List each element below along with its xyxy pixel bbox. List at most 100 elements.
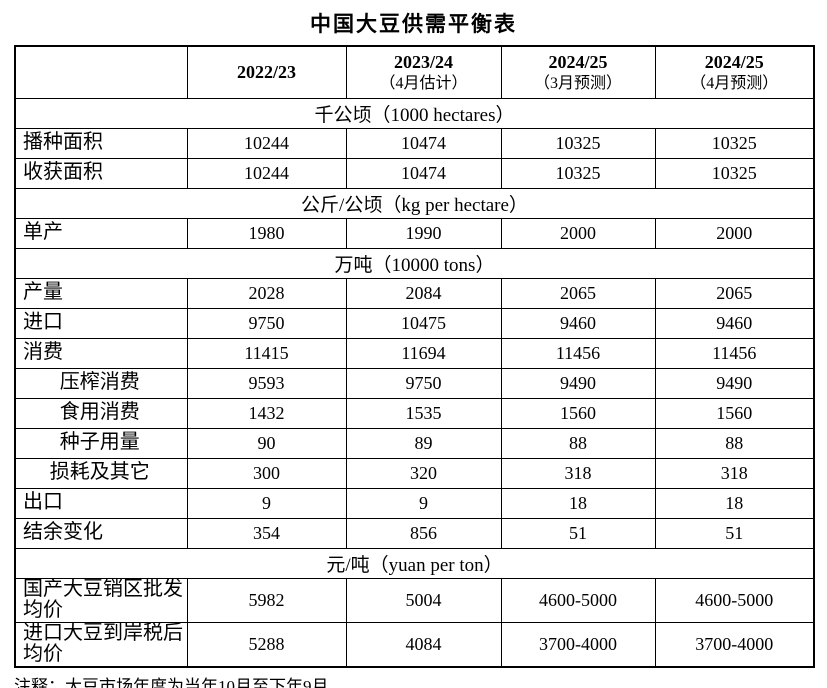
value-cell: 2000: [654, 217, 815, 249]
unit-section-row: 公斤/公顷（kg per hectare）: [14, 187, 815, 219]
value-cell: 9490: [500, 367, 656, 399]
value-cell: 354: [186, 517, 347, 549]
header-row: 2022/23 2023/24 （4月估计） 2024/25 （3月预测） 20…: [14, 45, 815, 99]
value-cell: 9490: [654, 367, 815, 399]
row-label: 出口: [14, 487, 188, 519]
row-label: 食用消费: [14, 397, 188, 429]
row-label: 压榨消费: [14, 367, 188, 399]
row-label: 消费: [14, 337, 188, 369]
value-cell: 3700-4000: [654, 621, 815, 668]
value-cell: 1560: [654, 397, 815, 429]
column-note-label: （4月估计）: [379, 74, 468, 92]
value-cell: 90: [186, 427, 347, 459]
value-cell: 4084: [345, 621, 502, 668]
corner-cell: [14, 45, 188, 99]
row-label: 损耗及其它: [14, 457, 188, 489]
column-header-2023-24: 2023/24 （4月估计）: [345, 45, 502, 99]
value-cell: 10244: [186, 157, 347, 189]
value-cell: 11456: [654, 337, 815, 369]
row-label: 进口大豆到岸税后均价: [14, 621, 188, 668]
value-cell: 51: [500, 517, 656, 549]
data-row: 种子用量 90 89 88 88: [14, 427, 815, 459]
value-cell: 2065: [654, 277, 815, 309]
data-row: 进口 9750 10475 9460 9460: [14, 307, 815, 339]
column-note-label: （4月预测）: [690, 74, 779, 92]
column-year-label: 2022/23: [236, 62, 296, 82]
value-cell: 5004: [345, 577, 502, 623]
value-cell: 2028: [186, 277, 347, 309]
data-row: 国产大豆销区批发均价 5982 5004 4600-5000 4600-5000: [14, 577, 815, 623]
data-row: 损耗及其它 300 320 318 318: [14, 457, 815, 489]
row-label: 进口: [14, 307, 188, 339]
value-cell: 318: [500, 457, 656, 489]
data-row: 食用消费 1432 1535 1560 1560: [14, 397, 815, 429]
row-label: 种子用量: [14, 427, 188, 459]
value-cell: 11456: [500, 337, 656, 369]
value-cell: 10474: [345, 157, 502, 189]
column-header-2024-25-march: 2024/25 （3月预测）: [500, 45, 656, 99]
column-year-label: 2024/25: [548, 52, 608, 73]
unit-section-label: 元/吨（yuan per ton）: [14, 547, 815, 579]
value-cell: 10325: [654, 127, 815, 159]
value-cell: 10325: [654, 157, 815, 189]
value-cell: 10475: [345, 307, 502, 339]
value-cell: 318: [654, 457, 815, 489]
data-row: 收获面积 10244 10474 10325 10325: [14, 157, 815, 189]
value-cell: 9750: [186, 307, 347, 339]
value-cell: 2000: [500, 217, 656, 249]
value-cell: 89: [345, 427, 502, 459]
row-label: 产量: [14, 277, 188, 309]
value-cell: 9: [345, 487, 502, 519]
value-cell: 2065: [500, 277, 656, 309]
row-label: 国产大豆销区批发均价: [14, 577, 188, 623]
value-cell: 3700-4000: [500, 621, 656, 668]
value-cell: 10325: [500, 157, 656, 189]
column-header-2024-25-april: 2024/25 （4月预测）: [654, 45, 815, 99]
value-cell: 5982: [186, 577, 347, 623]
value-cell: 18: [500, 487, 656, 519]
value-cell: 10244: [186, 127, 347, 159]
value-cell: 9: [186, 487, 347, 519]
data-row: 播种面积 10244 10474 10325 10325: [14, 127, 815, 159]
row-label: 播种面积: [14, 127, 188, 159]
unit-section-row: 千公顷（1000 hectares）: [14, 97, 815, 129]
data-row: 结余变化 354 856 51 51: [14, 517, 815, 549]
value-cell: 1535: [345, 397, 502, 429]
value-cell: 10474: [345, 127, 502, 159]
data-row: 单产 1980 1990 2000 2000: [14, 217, 815, 249]
value-cell: 4600-5000: [654, 577, 815, 623]
value-cell: 88: [500, 427, 656, 459]
soybean-balance-table: 2022/23 2023/24 （4月估计） 2024/25 （3月预测） 20…: [14, 45, 815, 668]
value-cell: 1990: [345, 217, 502, 249]
value-cell: 320: [345, 457, 502, 489]
column-note-label: （3月预测）: [533, 74, 622, 92]
value-cell: 11694: [345, 337, 502, 369]
unit-section-label: 千公顷（1000 hectares）: [14, 97, 815, 129]
value-cell: 10325: [500, 127, 656, 159]
unit-section-label: 公斤/公顷（kg per hectare）: [14, 187, 815, 219]
value-cell: 4600-5000: [500, 577, 656, 623]
value-cell: 9750: [345, 367, 502, 399]
row-label: 单产: [14, 217, 188, 249]
unit-section-label: 万吨（10000 tons）: [14, 247, 815, 279]
value-cell: 9460: [654, 307, 815, 339]
value-cell: 300: [186, 457, 347, 489]
footnote: 注释：大豆市场年度为当年10月至下年9月。: [14, 676, 346, 688]
value-cell: 1560: [500, 397, 656, 429]
value-cell: 1432: [186, 397, 347, 429]
unit-section-row: 万吨（10000 tons）: [14, 247, 815, 279]
column-year-label: 2024/25: [704, 52, 764, 73]
column-header-2022-23: 2022/23: [186, 45, 347, 99]
page-title: 中国大豆供需平衡表: [310, 13, 517, 36]
data-row: 进口大豆到岸税后均价 5288 4084 3700-4000 3700-4000: [14, 621, 815, 668]
value-cell: 1980: [186, 217, 347, 249]
table-body: 千公顷（1000 hectares） 播种面积 10244 10474 10325 103…: [14, 97, 815, 668]
row-label: 结余变化: [14, 517, 188, 549]
data-row: 压榨消费 9593 9750 9490 9490: [14, 367, 815, 399]
value-cell: 2084: [345, 277, 502, 309]
unit-section-row: 元/吨（yuan per ton）: [14, 547, 815, 579]
data-row: 出口 9 9 18 18: [14, 487, 815, 519]
value-cell: 5288: [186, 621, 347, 668]
row-label: 收获面积: [14, 157, 188, 189]
data-row: 产量 2028 2084 2065 2065: [14, 277, 815, 309]
